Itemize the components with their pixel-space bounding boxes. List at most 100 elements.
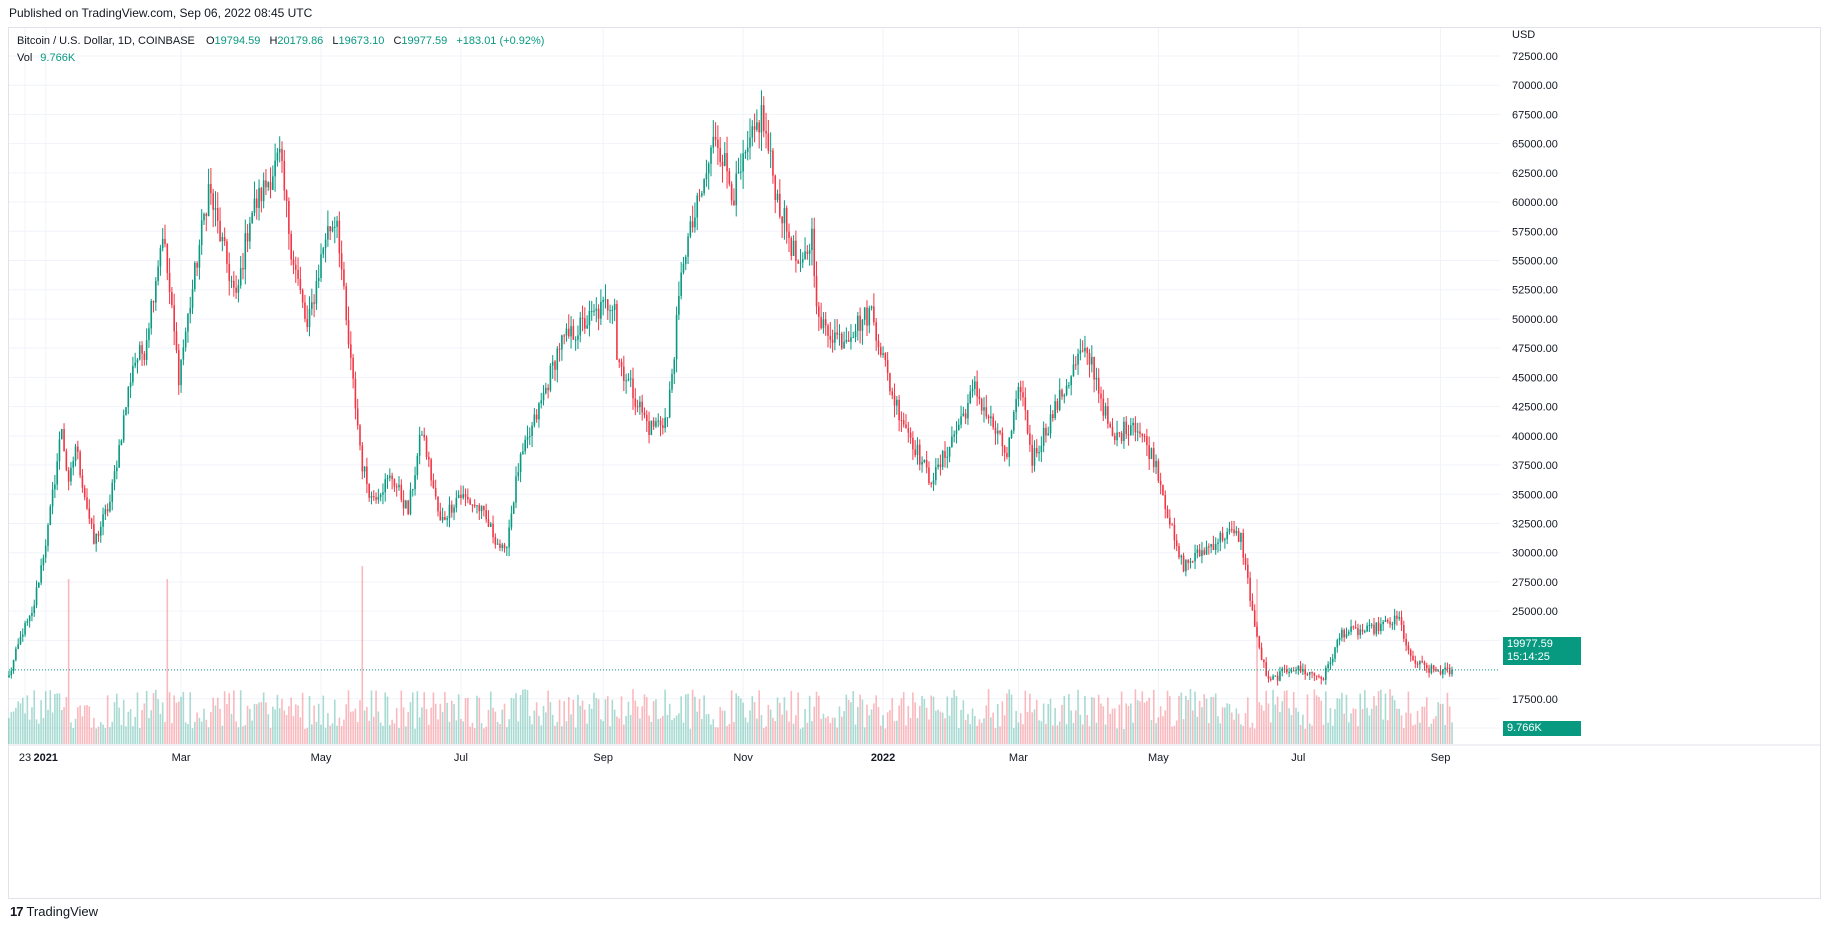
volume-bar <box>863 727 866 744</box>
volume-bar <box>331 723 334 744</box>
candle-body <box>38 582 40 588</box>
candle-body <box>1113 435 1116 441</box>
volume-bar <box>1113 708 1116 744</box>
volume-bar <box>1111 708 1114 744</box>
volume-bar <box>767 704 770 744</box>
volume-bar <box>1318 696 1320 744</box>
candle-body <box>556 348 559 370</box>
volume-bar <box>797 692 799 744</box>
candle-body <box>967 402 969 419</box>
volume-bar <box>304 728 306 744</box>
volume-bar <box>1308 723 1311 744</box>
volume-bar <box>281 698 283 744</box>
candle-body <box>1409 650 1412 656</box>
volume-bar <box>1352 708 1355 744</box>
candle-body <box>1084 347 1086 352</box>
volume-bar <box>1437 702 1440 744</box>
candle-body <box>806 251 809 254</box>
candle-body <box>744 152 747 154</box>
candle-body <box>1393 615 1396 625</box>
tradingview-brand[interactable]: 17 TradingView <box>10 904 98 919</box>
candle-body <box>448 504 451 519</box>
candle-body <box>510 513 513 528</box>
grid-layer <box>9 28 1500 745</box>
volume-bar <box>994 727 997 744</box>
volume-bar <box>1210 697 1212 744</box>
volume-bar <box>675 715 678 744</box>
candle-body <box>1224 539 1226 541</box>
volume-bar <box>889 710 891 744</box>
candle-body <box>588 310 591 326</box>
volume-bar <box>1274 704 1277 744</box>
candle-body <box>95 533 97 544</box>
volume-bar <box>278 708 281 744</box>
candle-body <box>1210 544 1212 547</box>
candle-body <box>1286 669 1288 673</box>
volume-bar <box>145 690 148 744</box>
volume-bar <box>1299 724 1302 744</box>
volume-bar <box>1276 696 1279 744</box>
volume-bar <box>570 714 572 744</box>
volume-bar <box>928 719 930 744</box>
candle-body <box>460 494 462 499</box>
candle-body <box>985 407 988 417</box>
volume-bar <box>854 724 857 744</box>
volume-bar <box>129 709 132 744</box>
candle-body <box>1370 624 1373 626</box>
candle-body <box>150 301 153 329</box>
candle-body <box>1038 452 1040 454</box>
volume-bar <box>455 720 458 744</box>
volume-bar <box>1093 697 1095 744</box>
volume-bar <box>687 693 689 744</box>
candle-body <box>854 330 857 338</box>
volume-bar <box>1214 693 1217 744</box>
candle-body <box>1079 350 1082 354</box>
volume-bar <box>756 718 758 744</box>
candle-body <box>1035 448 1038 454</box>
candle-body <box>1352 626 1355 628</box>
volume-bar <box>1221 707 1224 744</box>
volume-bar <box>1384 693 1387 744</box>
volume-bar <box>138 728 141 744</box>
candle-body <box>1368 625 1371 627</box>
candle-body <box>125 407 127 416</box>
volume-bar <box>1380 689 1382 744</box>
candle-body <box>1042 427 1045 446</box>
volume-bar <box>680 696 682 744</box>
candle-body <box>1263 659 1265 663</box>
candle-body <box>818 306 820 317</box>
candle-body <box>1198 549 1201 557</box>
candle-body <box>1072 364 1075 377</box>
volume-bar <box>664 689 666 744</box>
candle-body <box>258 187 260 208</box>
volume-bar <box>1185 695 1187 744</box>
volume-bar <box>985 705 988 744</box>
volume-bar <box>1001 701 1004 744</box>
volume-bar <box>974 715 976 744</box>
volume-bar <box>161 702 164 744</box>
volume-bar <box>242 726 244 744</box>
candle-body <box>584 318 586 329</box>
volume-bar <box>1304 728 1306 744</box>
volume-bar <box>818 695 820 744</box>
volume-bar <box>1008 689 1011 744</box>
volume-bar <box>980 722 983 744</box>
candle-body <box>182 347 185 360</box>
bar-countdown: 15:14:25 <box>1507 651 1550 663</box>
candle-body <box>597 308 600 319</box>
candle-body <box>983 407 985 411</box>
volume-bar <box>1414 724 1417 744</box>
volume-bar <box>914 702 916 744</box>
volume-bar <box>629 714 632 744</box>
volume-bar <box>673 717 676 744</box>
candle-body <box>168 272 171 292</box>
volume-layer <box>8 566 1453 744</box>
candle-body <box>1010 430 1013 438</box>
y-tick-label: 72500.00 <box>1512 51 1558 63</box>
volume-bar <box>909 717 912 744</box>
candle-body <box>58 439 61 462</box>
candle-body <box>875 322 877 341</box>
chart-frame[interactable] <box>8 27 1821 899</box>
volume-bar <box>689 728 692 744</box>
